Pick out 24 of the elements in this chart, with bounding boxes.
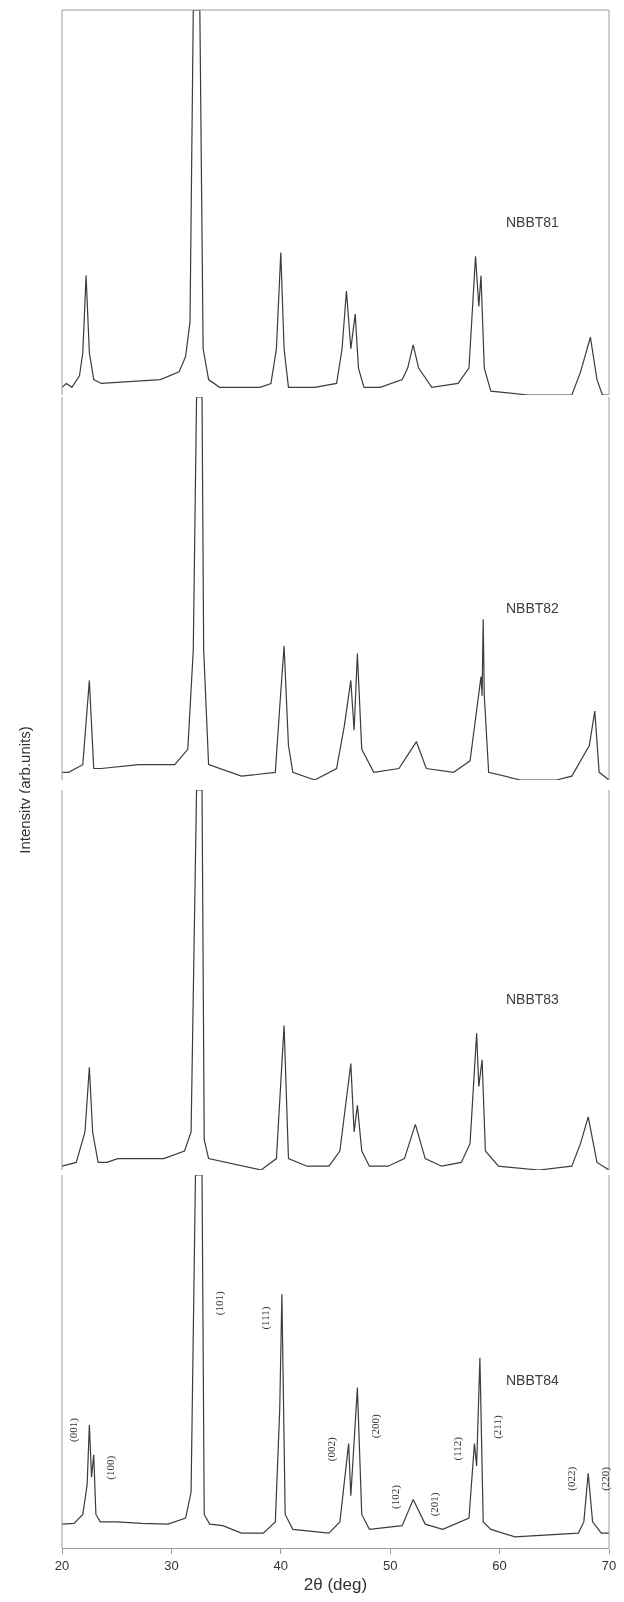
annotation: (201) — [427, 1492, 441, 1517]
text: NBBT83 — [506, 991, 560, 1007]
x-tick-label: 60 — [492, 1557, 507, 1573]
x-tick-label: 50 — [382, 1557, 398, 1573]
x-tick-label: 20 — [54, 1557, 70, 1573]
x-tick-label: 70 — [601, 1557, 617, 1573]
annotation: (022) — [564, 1466, 578, 1491]
x-axis-title: 2θ (deg) — [303, 1575, 368, 1594]
series-label: NBBT82 — [506, 600, 560, 616]
annotation: (002) — [324, 1437, 338, 1462]
annotation: (112) — [450, 1436, 464, 1461]
x-tick-label: 40 — [273, 1557, 289, 1573]
annotation: (200) — [368, 1414, 382, 1439]
annotation: (101) — [212, 1291, 226, 1316]
annotation: (220) — [598, 1466, 612, 1491]
x-tick-label: 30 — [164, 1557, 179, 1573]
annotation: (111) — [259, 1306, 273, 1330]
series-label: NBBT84 — [506, 1372, 560, 1388]
annotation: (100) — [103, 1455, 117, 1480]
text: NBBT81 — [506, 214, 560, 230]
annotation: (102) — [389, 1484, 403, 1509]
y-axis-title: Intensity (arb.units) — [15, 726, 33, 854]
annotation: (001) — [66, 1417, 80, 1443]
annotation: (211) — [491, 1415, 505, 1439]
